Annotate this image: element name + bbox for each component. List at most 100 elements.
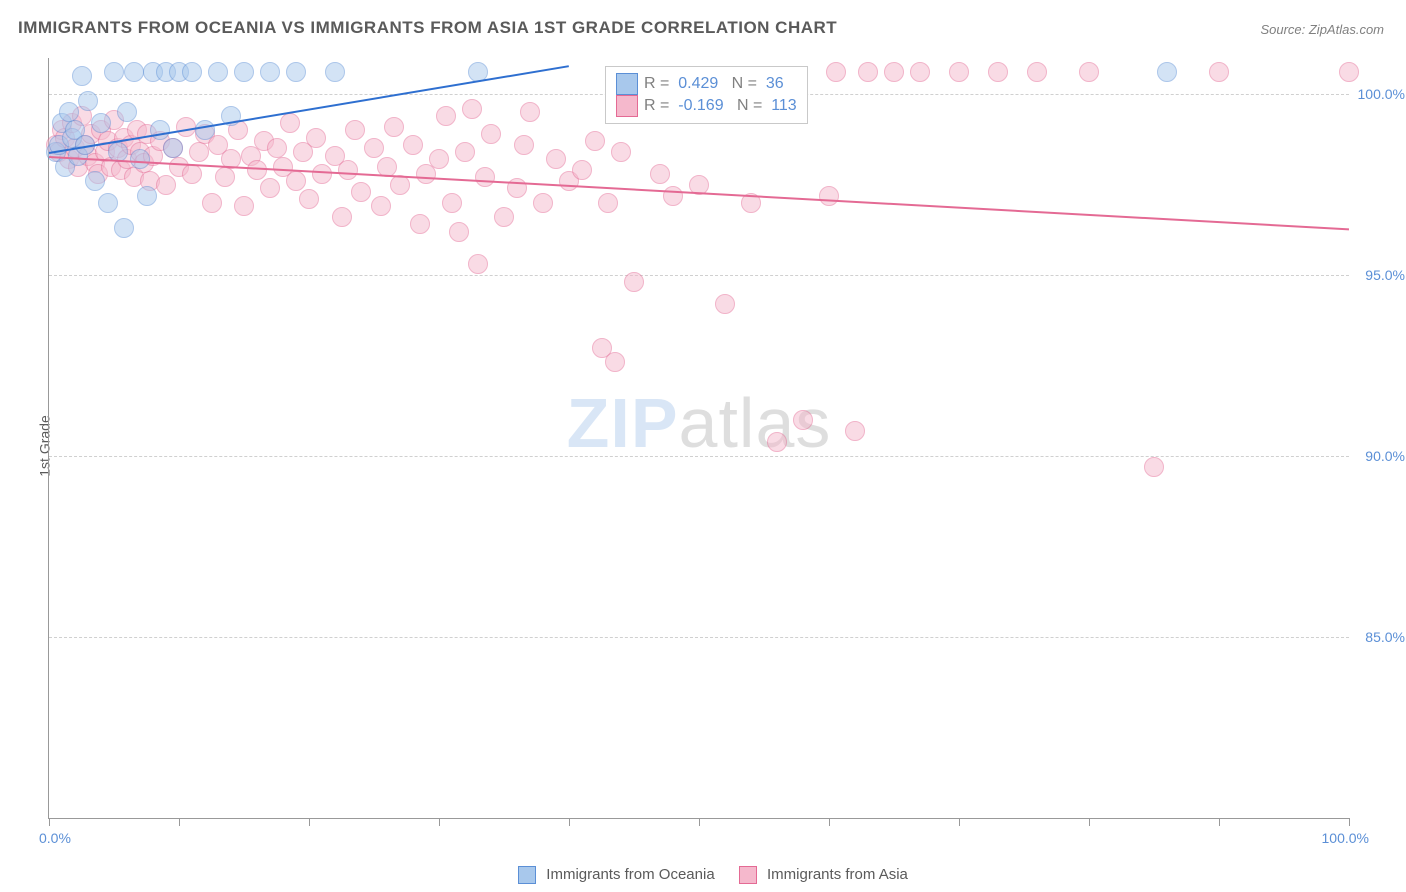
data-point — [1079, 62, 1099, 82]
gridline — [49, 637, 1349, 638]
data-point — [176, 117, 196, 137]
legend-row: R = -0.169 N = 113 — [616, 95, 797, 117]
data-point — [364, 138, 384, 158]
data-point — [234, 196, 254, 216]
data-point — [98, 193, 118, 213]
data-point — [130, 149, 150, 169]
data-point — [858, 62, 878, 82]
data-point — [845, 421, 865, 441]
data-point — [195, 120, 215, 140]
data-point — [104, 62, 124, 82]
x-tick — [1349, 818, 1350, 826]
x-tick — [1089, 818, 1090, 826]
data-point — [72, 66, 92, 86]
data-point — [611, 142, 631, 162]
data-point — [150, 120, 170, 140]
x-tick — [179, 818, 180, 826]
legend-swatch — [616, 95, 638, 117]
data-point — [1027, 62, 1047, 82]
data-point — [351, 182, 371, 202]
data-point — [91, 113, 111, 133]
chart-title: IMMIGRANTS FROM OCEANIA VS IMMIGRANTS FR… — [18, 18, 837, 38]
data-point — [585, 131, 605, 151]
y-tick-label: 85.0% — [1353, 629, 1405, 645]
data-point — [663, 186, 683, 206]
data-point — [182, 164, 202, 184]
data-point — [468, 254, 488, 274]
scatter-plot-area: ZIPatlas 85.0%90.0%95.0%100.0%0.0%100.0%… — [48, 58, 1349, 819]
data-point — [189, 142, 209, 162]
data-point — [306, 128, 326, 148]
x-tick-label-max: 100.0% — [1322, 830, 1369, 846]
data-point — [59, 102, 79, 122]
legend-row: R = 0.429 N = 36 — [616, 73, 797, 95]
data-point — [949, 62, 969, 82]
data-point — [546, 149, 566, 169]
data-point — [280, 113, 300, 133]
data-point — [286, 62, 306, 82]
data-point — [650, 164, 670, 184]
legend-stat-text: R = 0.429 N = 36 — [644, 75, 784, 93]
data-point — [481, 124, 501, 144]
legend-swatch-asia — [739, 866, 757, 884]
data-point — [163, 138, 183, 158]
data-point — [520, 102, 540, 122]
data-point — [793, 410, 813, 430]
data-point — [215, 167, 235, 187]
data-point — [449, 222, 469, 242]
data-point — [715, 294, 735, 314]
data-point — [182, 62, 202, 82]
data-point — [624, 272, 644, 292]
regression-line — [49, 156, 1349, 230]
data-point — [312, 164, 332, 184]
data-point — [429, 149, 449, 169]
y-tick-label: 90.0% — [1353, 448, 1405, 464]
watermark: ZIPatlas — [567, 383, 832, 463]
data-point — [114, 218, 134, 238]
data-point — [533, 193, 553, 213]
x-tick-label-min: 0.0% — [39, 830, 71, 846]
gridline — [49, 275, 1349, 276]
data-point — [371, 196, 391, 216]
data-point — [988, 62, 1008, 82]
legend-stat-text: R = -0.169 N = 113 — [644, 97, 797, 115]
x-tick — [49, 818, 50, 826]
data-point — [1157, 62, 1177, 82]
x-tick — [569, 818, 570, 826]
data-point — [384, 117, 404, 137]
data-point — [234, 62, 254, 82]
x-tick — [959, 818, 960, 826]
x-tick — [439, 818, 440, 826]
y-tick-label: 100.0% — [1353, 86, 1405, 102]
data-point — [338, 160, 358, 180]
data-point — [1339, 62, 1359, 82]
data-point — [462, 99, 482, 119]
data-point — [260, 62, 280, 82]
legend-label-asia: Immigrants from Asia — [767, 866, 908, 883]
data-point — [436, 106, 456, 126]
data-point — [332, 207, 352, 227]
data-point — [442, 193, 462, 213]
data-point — [455, 142, 475, 162]
data-point — [85, 171, 105, 191]
data-point — [819, 186, 839, 206]
data-point — [475, 167, 495, 187]
source-attribution: Source: ZipAtlas.com — [1260, 22, 1384, 37]
data-point — [1144, 457, 1164, 477]
data-point — [286, 171, 306, 191]
data-point — [605, 352, 625, 372]
data-point — [208, 62, 228, 82]
data-point — [1209, 62, 1229, 82]
data-point — [260, 178, 280, 198]
data-point — [247, 160, 267, 180]
bottom-legend: Immigrants from Oceania Immigrants from … — [0, 866, 1406, 884]
y-tick-label: 95.0% — [1353, 267, 1405, 283]
legend-swatch-oceania — [518, 866, 536, 884]
data-point — [156, 175, 176, 195]
data-point — [598, 193, 618, 213]
data-point — [267, 138, 287, 158]
data-point — [572, 160, 592, 180]
data-point — [826, 62, 846, 82]
x-tick — [1219, 818, 1220, 826]
data-point — [345, 120, 365, 140]
